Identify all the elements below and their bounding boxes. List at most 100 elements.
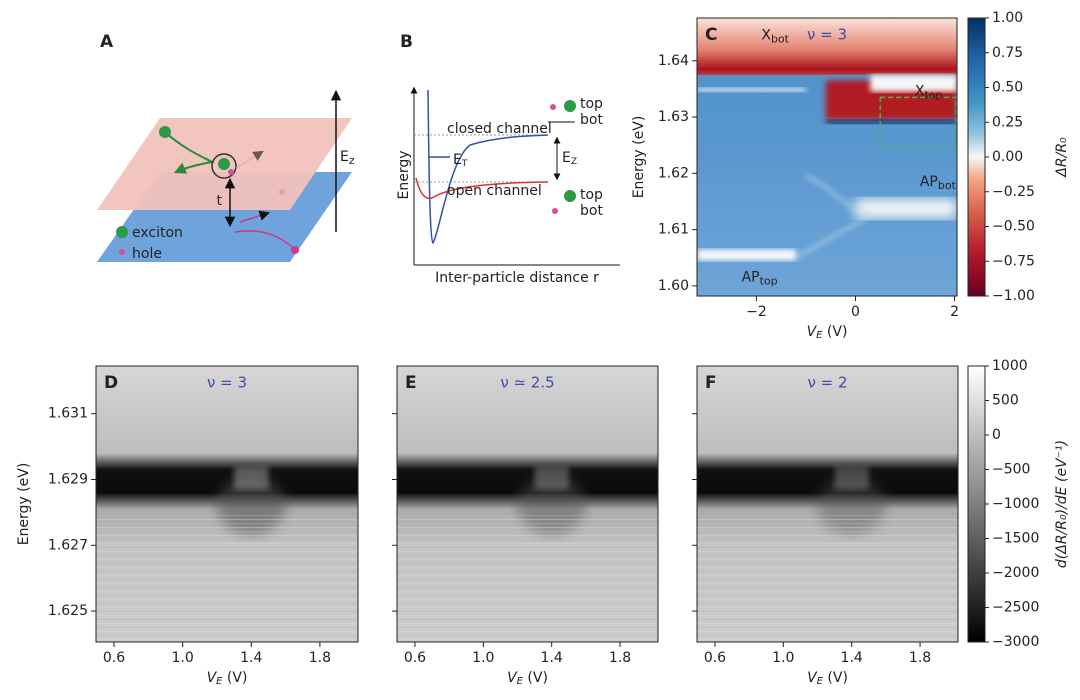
x-tick-label: 1.0 (172, 650, 194, 666)
panel-label: E (405, 373, 417, 393)
x-axis-sub: E (216, 676, 223, 687)
colorbar-tick-label: 500 (992, 393, 1019, 409)
x-axis-unit: (V) (523, 670, 548, 686)
annotation-text: X (761, 27, 771, 43)
y-axis-label: Energy (eV) (16, 463, 32, 546)
x-tick-label: 1.8 (309, 650, 331, 666)
diagram-a: A t Ez exciton hole (97, 32, 355, 262)
layer-label: bot (580, 112, 603, 128)
x-tick-label: 1.4 (240, 650, 262, 666)
x-tick-label: 1.0 (772, 650, 794, 666)
plot-title: ν = 3 (207, 374, 247, 392)
annotation: Xbot (761, 27, 789, 45)
x-axis-label: VE (V) (807, 324, 848, 341)
plot-title: ν = 2 (807, 374, 847, 392)
x-tick-label: −2 (746, 304, 767, 320)
y-tick-label: 1.64 (658, 53, 689, 69)
dip (817, 476, 886, 536)
legend-hole (119, 249, 125, 255)
gap (534, 466, 569, 490)
colorbar-tick-label: −0.50 (992, 219, 1035, 235)
hole (228, 169, 234, 175)
colorbar-tick-label: −500 (992, 462, 1030, 478)
legend-exciton (116, 226, 128, 238)
annotation: APtop (742, 269, 778, 287)
exciton (564, 190, 576, 202)
field-var: E (340, 149, 349, 165)
gap (234, 466, 269, 490)
x-axis-var: V (507, 670, 518, 686)
legend-label: exciton (132, 225, 183, 241)
layer-label: top (580, 187, 603, 203)
heatmap-image (697, 18, 957, 296)
x-tick-label: 1.4 (841, 650, 863, 666)
x-tick-label: 1.0 (472, 650, 494, 666)
x-axis-label: VE (V) (507, 670, 548, 687)
colorbar-tick-label: 0 (992, 427, 1001, 443)
channel-label: open channel (447, 183, 542, 199)
legend-label: hole (132, 246, 162, 262)
colorbar (967, 365, 986, 643)
x-axis-sub: E (817, 676, 824, 687)
y-tick-label: 1.629 (48, 471, 88, 487)
x-axis-sub: E (816, 330, 823, 341)
y-tick-label: 1.625 (48, 603, 88, 619)
colorbar-tick-label: −1000 (992, 496, 1039, 512)
x-axis-unit: (V) (222, 670, 247, 686)
field-sub: z (349, 154, 355, 167)
x-tick-label: 1.8 (609, 650, 631, 666)
colorbar-tick-label: 1.00 (992, 10, 1023, 26)
hole (279, 189, 285, 195)
plot-frame (95, 365, 359, 643)
x-tick-label: 1.4 (541, 650, 563, 666)
colorbar-tick-label: −0.25 (992, 184, 1035, 200)
aptop (697, 249, 797, 261)
colorbar-label: ΔR/R₀ (1054, 137, 1070, 178)
colorbar-tick-label: −1.00 (992, 288, 1035, 304)
annotation: APbot (920, 174, 957, 192)
colorbar-tick-label: −0.75 (992, 253, 1035, 269)
annotation-sub: top (760, 274, 778, 287)
axis-label: Inter-particle distance r (435, 270, 599, 286)
branch (795, 175, 876, 259)
colorbar-tick-label: 0.75 (992, 45, 1023, 61)
plot-frame (396, 365, 659, 643)
channel-label: closed channel (447, 121, 552, 137)
colorbar-label: d(ΔR/R₀)/dE (eV⁻¹) (1054, 440, 1070, 568)
exciton (564, 100, 576, 112)
heatmap-image (96, 366, 358, 642)
axis-label: Energy (396, 150, 412, 199)
white-line (697, 87, 806, 92)
inset-box (879, 96, 957, 149)
et-var: E (453, 152, 462, 168)
x-axis-var: V (207, 670, 218, 686)
ez-sub: Z (571, 157, 577, 167)
annotation-text: X (915, 84, 925, 100)
colorbar-tick-label: 0.25 (992, 114, 1023, 130)
colorbar-tick-label: 0.50 (992, 80, 1023, 96)
et-sub: T (461, 159, 468, 169)
x-tick-label: 0.6 (404, 650, 426, 666)
x-axis-var: V (807, 670, 818, 686)
x-tick-label: 2 (950, 304, 959, 320)
y-tick-label: 1.63 (658, 109, 689, 125)
x-tick-label: 0.6 (103, 650, 125, 666)
hole (552, 208, 558, 214)
x-tick-label: 0 (851, 304, 860, 320)
y-tick-label: 1.60 (658, 278, 689, 294)
annotation-sub: bot (771, 32, 790, 45)
y-axis-label: Energy (eV) (631, 116, 647, 199)
panel-label: F (705, 373, 717, 393)
colorbar-tick-label: −1500 (992, 531, 1039, 547)
colorbar-tick-label: 0.00 (992, 149, 1023, 165)
dip (517, 476, 586, 536)
hole-path (239, 210, 270, 223)
panel-label: C (705, 25, 717, 45)
heatmap-image (397, 366, 658, 642)
y-tick-label: 1.627 (48, 537, 88, 553)
panel-label: D (104, 373, 118, 393)
annotation-sub: top (924, 89, 942, 102)
hole (550, 104, 556, 110)
x-axis-label: VE (V) (207, 670, 248, 687)
colorbar-tick-label: 1000 (992, 358, 1028, 374)
